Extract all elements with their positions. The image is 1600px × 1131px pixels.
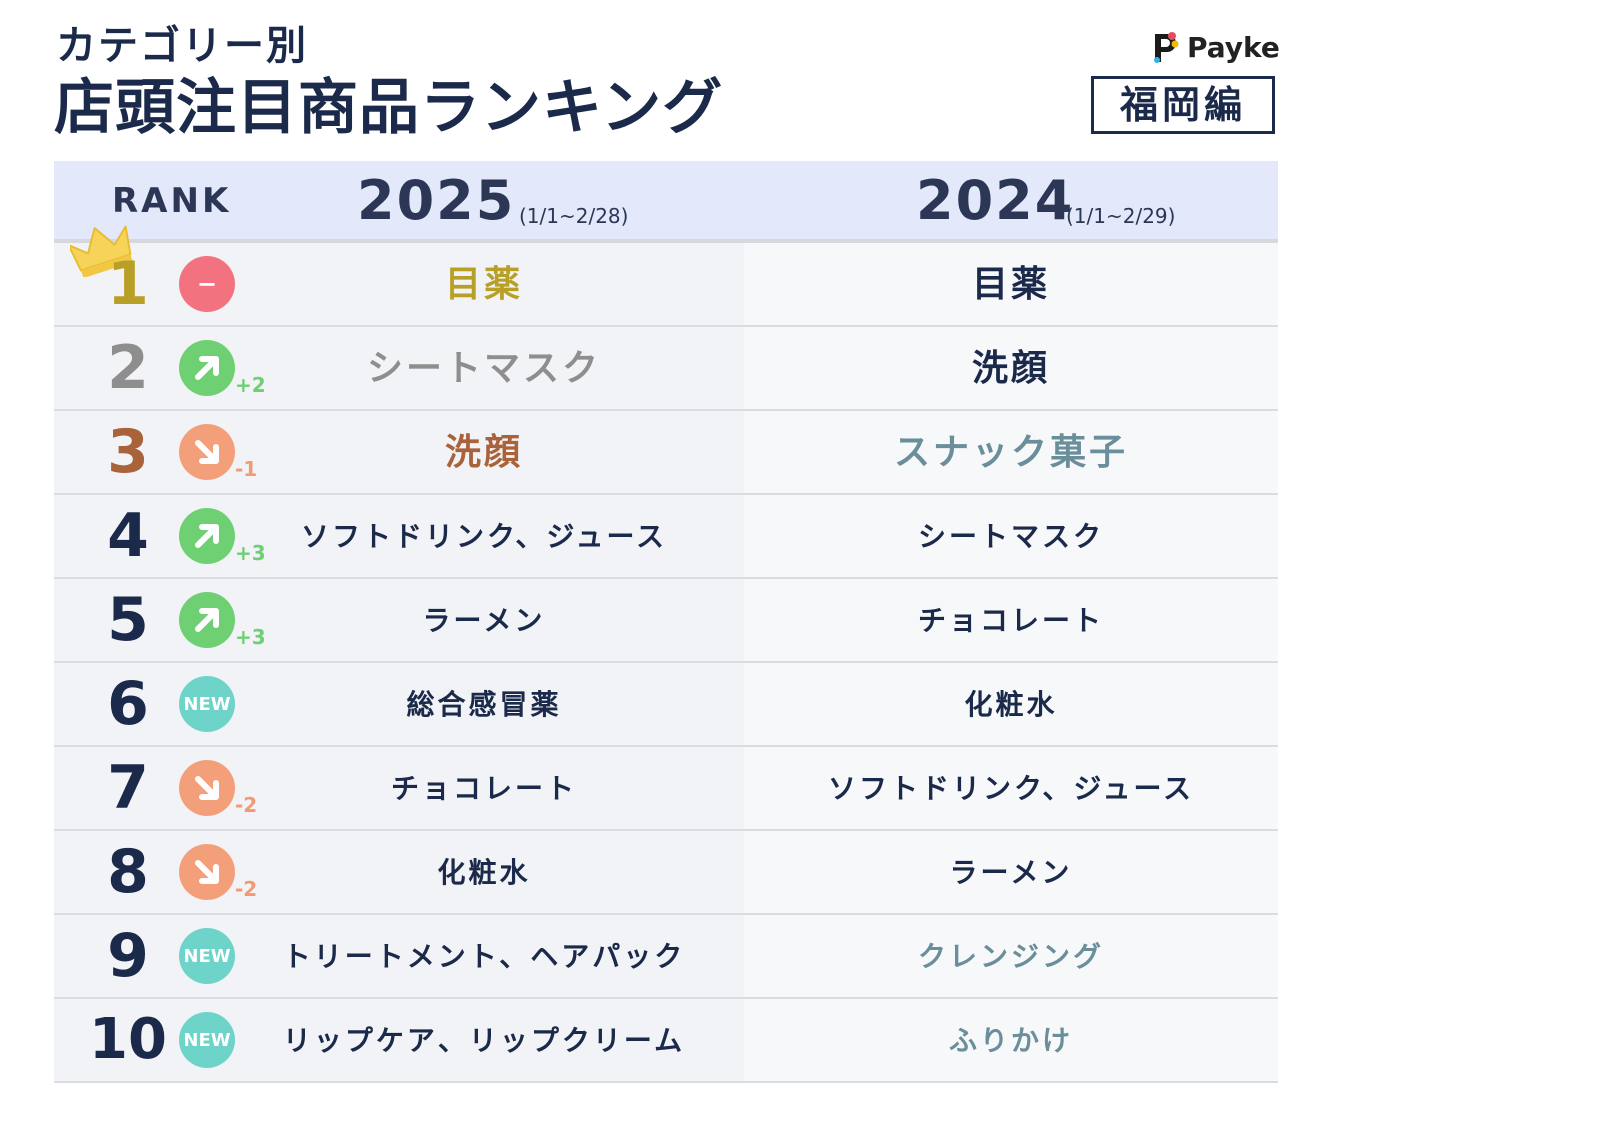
cell-2025: 1− 目薬 <box>54 225 744 325</box>
cell-2024: 洗顔 <box>744 327 1278 409</box>
rank-number: 10 <box>89 1007 167 1072</box>
period-2024: (1/1~2/29) <box>1066 204 1176 228</box>
item-2025: トリートメント、ヘアパック <box>282 940 686 973</box>
cell-2024: クレンジング <box>744 915 1278 997</box>
cell-2025: 2 +2 シートマスク <box>54 327 744 409</box>
item-2025: 総合感冒薬 <box>406 688 562 721</box>
table-row: 8 -2 化粧水 ラーメン <box>54 831 1278 915</box>
item-2024: ふりかけ <box>948 1024 1073 1057</box>
item-2024: 洗顔 <box>971 348 1050 389</box>
table-row: 7 -2 チョコレート ソフトドリンク、ジュース <box>54 747 1278 831</box>
item-2025: ラーメン <box>422 604 546 637</box>
item-2024: スナック菓子 <box>893 432 1128 473</box>
table-body: 1− 目薬 目薬 2 +2 シートマスク 洗顔 3 -1 洗顔 スナック菓子 4 +3 ソフトドリンク、ジ… <box>54 225 1278 1083</box>
cell-2024: 化粧水 <box>744 663 1278 745</box>
cell-2024: ソフトドリンク、ジュース <box>744 747 1278 829</box>
rank-number: 6 <box>107 669 149 739</box>
item-2024: シートマスク <box>917 520 1104 553</box>
item-2024: ソフトドリンク、ジュース <box>827 772 1195 805</box>
rank-down-icon <box>179 424 235 480</box>
table-row: 3 -1 洗顔 スナック菓子 <box>54 411 1278 495</box>
rank-down-icon <box>179 844 235 900</box>
rank-delta: -1 <box>235 457 258 481</box>
cell-2025: 10 NEW リップケア、リップクリーム <box>54 999 744 1081</box>
item-2025: チョコレート <box>390 772 577 805</box>
page-title: 店頭注目商品ランキング <box>54 73 724 143</box>
rank-down-icon <box>179 760 235 816</box>
item-2024: ラーメン <box>949 856 1073 889</box>
cell-2025: 9 NEW トリートメント、ヘアパック <box>54 915 744 997</box>
item-2024: 目薬 <box>971 264 1050 305</box>
cell-2024: スナック菓子 <box>744 411 1278 493</box>
item-2024: チョコレート <box>917 604 1104 637</box>
new-badge: NEW <box>179 928 235 984</box>
new-badge: NEW <box>179 1012 235 1068</box>
table-row: 10 NEW リップケア、リップクリーム ふりかけ <box>54 999 1278 1083</box>
year-2025-header: 2025 <box>357 169 516 232</box>
cell-2024: チョコレート <box>744 579 1278 661</box>
table-row: 9 NEW トリートメント、ヘアパック クレンジング <box>54 915 1278 999</box>
cell-2025: 5 +3 ラーメン <box>54 579 744 661</box>
cell-2024: シートマスク <box>744 495 1278 577</box>
cell-2025: 3 -1 洗顔 <box>54 411 744 493</box>
table-row: 2 +2 シートマスク 洗顔 <box>54 327 1278 411</box>
rank-number: 1 <box>107 249 149 319</box>
rank-delta: +3 <box>235 541 266 565</box>
cell-2024: ふりかけ <box>744 999 1278 1081</box>
rank-delta: +2 <box>235 373 266 397</box>
item-2025: 洗顔 <box>444 432 523 473</box>
rank-number: 3 <box>107 417 149 487</box>
table-row: 5 +3 ラーメン チョコレート <box>54 579 1278 663</box>
ranking-table: RANK 2025 (1/1~2/28) 2024 (1/1~2/29) 1− 目… <box>54 161 1278 1083</box>
cell-2025: 4 +3 ソフトドリンク、ジュース <box>54 495 744 577</box>
crown-icon <box>67 221 134 281</box>
rank-header: RANK <box>112 181 232 221</box>
brand-logo: Payke <box>1151 30 1280 66</box>
payke-logo-icon <box>1151 30 1179 66</box>
region-label: 福岡編 <box>1091 76 1275 134</box>
item-2025: 化粧水 <box>437 856 531 889</box>
item-2024: クレンジング <box>917 940 1104 973</box>
rank-number: 8 <box>107 837 149 907</box>
new-badge: NEW <box>179 676 235 732</box>
rank-number: 9 <box>107 921 149 991</box>
period-2025: (1/1~2/28) <box>519 204 629 228</box>
brand-name: Payke <box>1187 31 1280 64</box>
item-2025: 目薬 <box>444 264 523 305</box>
no-change-icon: − <box>179 256 235 312</box>
cell-2024: 目薬 <box>744 243 1278 325</box>
table-header: RANK 2025 (1/1~2/28) 2024 (1/1~2/29) <box>54 161 1278 243</box>
item-2025: シートマスク <box>366 348 601 389</box>
rank-number: 5 <box>107 585 149 655</box>
header: カテゴリー別 店頭注目商品ランキング Payke 福岡編 <box>0 0 1600 160</box>
rank-delta: +3 <box>235 625 266 649</box>
item-2025: リップケア、リップクリーム <box>282 1024 686 1057</box>
rank-delta: -2 <box>235 793 258 817</box>
table-row: 4 +3 ソフトドリンク、ジュース シートマスク <box>54 495 1278 579</box>
rank-up-icon <box>179 340 235 396</box>
page-subtitle: カテゴリー別 <box>56 23 308 69</box>
item-2025: ソフトドリンク、ジュース <box>300 520 668 553</box>
rank-up-icon <box>179 508 235 564</box>
table-row: 6 NEW 総合感冒薬 化粧水 <box>54 663 1278 747</box>
table-row: 1− 目薬 目薬 <box>54 225 1278 327</box>
year-2024-header: 2024 <box>916 169 1075 232</box>
rank-up-icon <box>179 592 235 648</box>
cell-2025: 7 -2 チョコレート <box>54 747 744 829</box>
cell-2024: ラーメン <box>744 831 1278 913</box>
rank-number: 2 <box>107 333 149 403</box>
rank-number: 4 <box>107 501 149 571</box>
rank-number: 7 <box>107 753 149 823</box>
rank-delta: -2 <box>235 877 258 901</box>
cell-2025: 6 NEW 総合感冒薬 <box>54 663 744 745</box>
item-2024: 化粧水 <box>964 688 1058 721</box>
cell-2025: 8 -2 化粧水 <box>54 831 744 913</box>
